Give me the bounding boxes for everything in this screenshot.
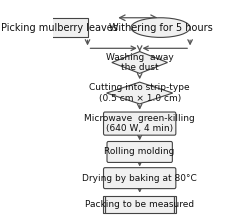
Text: Picking mulberry leaves: Picking mulberry leaves xyxy=(1,23,118,32)
FancyBboxPatch shape xyxy=(103,112,175,135)
FancyBboxPatch shape xyxy=(104,196,174,213)
Text: Drying by baking at 80°C: Drying by baking at 80°C xyxy=(82,174,196,183)
FancyBboxPatch shape xyxy=(103,168,175,189)
FancyBboxPatch shape xyxy=(106,141,172,162)
Text: Rolling molding: Rolling molding xyxy=(104,147,174,156)
Ellipse shape xyxy=(131,18,189,37)
Text: Withering for 5 hours: Withering for 5 hours xyxy=(108,23,212,32)
Bar xyxy=(174,196,175,213)
Polygon shape xyxy=(111,51,167,73)
Bar xyxy=(103,196,104,213)
Text: Microwave  green-killing
(640 W, 4 min): Microwave green-killing (640 W, 4 min) xyxy=(84,114,194,133)
Text: Washing  away
the dust: Washing away the dust xyxy=(105,53,173,72)
Text: Packing to be measured: Packing to be measured xyxy=(85,200,193,209)
Polygon shape xyxy=(106,82,172,104)
FancyBboxPatch shape xyxy=(32,18,87,37)
Text: Cutting into strip-type
(0.5 cm × 1.0 cm): Cutting into strip-type (0.5 cm × 1.0 cm… xyxy=(89,83,189,103)
